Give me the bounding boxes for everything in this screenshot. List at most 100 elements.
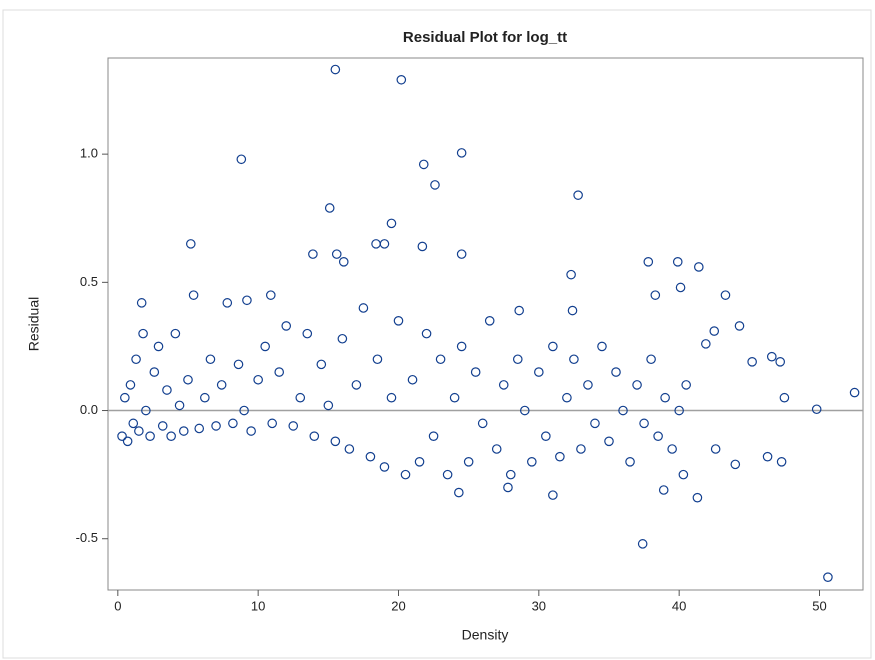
point <box>512 354 523 365</box>
point <box>694 262 704 272</box>
point <box>456 249 467 259</box>
point <box>747 357 757 367</box>
point <box>267 418 277 429</box>
point <box>519 405 530 416</box>
point <box>166 431 176 441</box>
point <box>183 374 193 385</box>
point <box>242 295 252 306</box>
point <box>632 380 642 390</box>
point <box>658 485 669 495</box>
point <box>567 305 578 316</box>
point <box>400 469 411 480</box>
point <box>136 298 147 308</box>
point <box>776 457 787 467</box>
point <box>597 341 607 352</box>
point <box>484 315 495 326</box>
point <box>122 436 133 447</box>
point <box>170 328 181 339</box>
point <box>555 451 565 462</box>
y-tick-label: 1.0 <box>80 146 98 161</box>
y-axis-title: Residual <box>26 297 42 351</box>
point <box>463 457 474 467</box>
point <box>849 387 860 398</box>
point <box>566 269 576 280</box>
point <box>337 333 348 344</box>
point <box>672 257 683 267</box>
point <box>653 431 663 441</box>
point <box>358 303 369 313</box>
point <box>583 380 593 390</box>
x-tick-label: 30 <box>532 598 546 613</box>
point <box>576 444 586 454</box>
point <box>295 392 306 403</box>
point <box>138 328 148 339</box>
point <box>309 431 320 441</box>
point <box>379 239 390 249</box>
point <box>188 290 199 300</box>
point <box>639 418 649 429</box>
point <box>491 444 502 454</box>
point <box>442 469 453 480</box>
point <box>430 180 440 190</box>
point <box>302 328 313 339</box>
point <box>131 354 141 365</box>
point <box>692 492 703 503</box>
point <box>281 321 292 331</box>
point <box>162 385 172 395</box>
point <box>449 392 460 403</box>
point <box>316 359 327 370</box>
point <box>604 436 614 447</box>
point <box>141 405 151 416</box>
x-tick-label: 20 <box>391 598 405 613</box>
point <box>762 451 773 462</box>
point <box>435 354 446 365</box>
point <box>456 148 467 158</box>
point <box>372 354 383 365</box>
point <box>417 241 428 252</box>
point <box>637 539 648 549</box>
point <box>174 400 185 411</box>
point <box>650 290 661 300</box>
point <box>233 359 244 370</box>
point <box>541 431 551 441</box>
point <box>766 351 777 362</box>
point <box>618 405 628 416</box>
point <box>246 426 256 436</box>
point <box>308 249 318 259</box>
point <box>643 257 654 267</box>
point <box>288 421 299 431</box>
point <box>710 444 721 454</box>
point <box>236 154 247 165</box>
chart-title: Residual Plot for log_tt <box>403 29 567 46</box>
point <box>709 326 720 336</box>
point <box>498 380 509 390</box>
point <box>125 380 136 390</box>
point <box>365 451 376 462</box>
point <box>157 421 168 431</box>
point <box>371 239 381 249</box>
point <box>194 423 205 434</box>
point <box>681 380 691 390</box>
point <box>503 482 513 493</box>
x-tick-label: 10 <box>251 598 265 613</box>
x-axis-title: Density <box>462 627 509 643</box>
point <box>145 431 155 441</box>
point <box>205 354 216 365</box>
point <box>330 436 341 447</box>
point <box>701 339 711 349</box>
point <box>625 457 635 467</box>
point <box>667 444 677 454</box>
point <box>505 469 516 480</box>
point <box>569 354 579 365</box>
point <box>338 257 349 267</box>
point <box>274 367 285 377</box>
point <box>454 487 464 498</box>
point <box>260 341 270 352</box>
x-tick-label: 50 <box>812 598 826 613</box>
point <box>386 392 397 403</box>
point <box>477 418 488 429</box>
point <box>393 315 404 326</box>
y-tick-label: -0.5 <box>76 530 98 545</box>
point <box>253 374 263 385</box>
